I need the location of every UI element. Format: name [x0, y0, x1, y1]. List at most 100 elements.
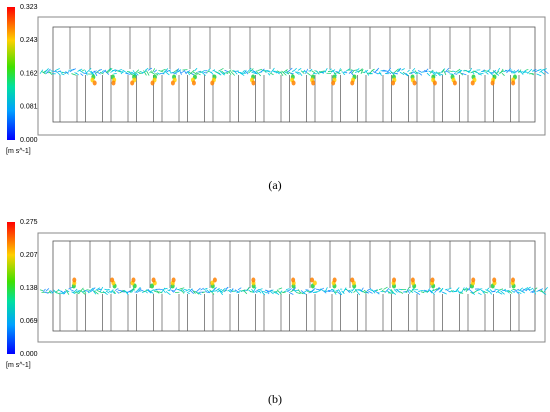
velocity-vector [90, 70, 95, 76]
velocity-vector [171, 290, 175, 292]
velocity-vector [528, 287, 534, 292]
velocity-vector [156, 72, 161, 75]
velocity-vector [533, 69, 537, 71]
velocity-vector [405, 73, 409, 77]
velocity-vector [54, 68, 60, 72]
velocity-vector [488, 70, 494, 77]
colorbar-tick-label: 0.207 [20, 252, 38, 259]
velocity-vector [539, 290, 543, 293]
velocity-vector [477, 292, 482, 296]
velocity-vector [302, 292, 306, 295]
velocity-vector [396, 288, 400, 293]
velocity-vector [426, 72, 431, 77]
velocity-vector [437, 287, 440, 291]
jet-vector [150, 80, 155, 86]
jet-vector [111, 80, 116, 86]
velocity-vector [542, 68, 547, 71]
velocity-vector [201, 72, 206, 76]
velocity-vector [255, 70, 262, 77]
velocity-vector [336, 291, 342, 296]
velocity-vector [95, 287, 101, 291]
velocity-vector [42, 288, 46, 292]
velocity-vector [135, 286, 141, 293]
velocity-vector [480, 70, 486, 73]
velocity-vector [419, 72, 423, 76]
velocity-vector [375, 69, 379, 72]
velocity-vector [269, 72, 274, 76]
velocity-vector [338, 289, 343, 296]
velocity-vector [413, 71, 417, 75]
velocity-vector [486, 287, 490, 291]
velocity-vector [534, 287, 538, 290]
velocity-vector [228, 289, 234, 293]
velocity-vector [486, 69, 491, 72]
velocity-vector [195, 72, 201, 76]
velocity-vector [416, 291, 421, 296]
velocity-vector [512, 70, 516, 74]
velocity-vector [429, 69, 434, 74]
velocity-vector [270, 291, 274, 295]
velocity-vector [84, 289, 90, 292]
velocity-vector [197, 292, 202, 295]
velocity-vector [291, 287, 297, 291]
velocity-vector [81, 69, 85, 72]
velocity-vector [191, 73, 195, 76]
velocity-vector [431, 70, 436, 74]
velocity-vector [407, 289, 411, 294]
velocity-vector [210, 290, 216, 293]
velocity-vector [339, 69, 343, 72]
velocity-vector [194, 67, 198, 72]
velocity-vector [257, 288, 263, 291]
velocity-vector [518, 287, 524, 292]
velocity-vector [537, 68, 542, 72]
velocity-vector [48, 290, 52, 294]
jet-vector [210, 280, 215, 286]
velocity-vector [182, 288, 186, 293]
velocity-vector [162, 289, 166, 294]
velocity-vector [342, 287, 347, 294]
velocity-vector [87, 291, 92, 294]
velocity-vector [360, 68, 364, 74]
velocity-vector [309, 68, 313, 72]
velocity-vector [278, 287, 283, 290]
velocity-vector [140, 289, 144, 292]
velocity-vector [221, 287, 226, 292]
velocity-vector [540, 71, 545, 75]
velocity-vector [161, 68, 166, 72]
velocity-vector [84, 69, 88, 76]
velocity-vector [48, 71, 53, 75]
velocity-vector [66, 290, 70, 293]
velocity-vector [324, 67, 328, 73]
velocity-vector [426, 288, 431, 293]
velocity-vector [243, 290, 248, 295]
velocity-vector [495, 71, 500, 74]
velocity-vector [126, 70, 131, 73]
velocity-vector [108, 68, 112, 71]
velocity-vector [468, 67, 473, 74]
velocity-vector [414, 70, 419, 75]
velocity-vector [176, 68, 180, 73]
colorbar-tick-label: 0.323 [20, 4, 38, 11]
velocity-vector [218, 288, 224, 296]
velocity-vector [252, 70, 258, 75]
velocity-vector [50, 70, 54, 72]
velocity-vector [266, 289, 270, 295]
velocity-vector [407, 69, 410, 73]
velocity-vector [173, 69, 179, 73]
velocity-vector [153, 69, 158, 73]
velocity-vector [117, 68, 122, 72]
velocity-vector [347, 289, 350, 294]
velocity-vector [362, 290, 367, 294]
inner-frame [52, 26, 536, 123]
jet-vector [291, 277, 296, 283]
velocity-vector [117, 289, 123, 292]
velocity-vector [134, 69, 140, 75]
velocity-vector [75, 72, 79, 76]
velocity-vector [477, 73, 482, 76]
velocity-vector [294, 71, 300, 75]
velocity-vector [236, 290, 240, 294]
velocity-vector [186, 70, 191, 76]
velocity-vector [483, 291, 489, 294]
velocity-vector [204, 290, 208, 294]
